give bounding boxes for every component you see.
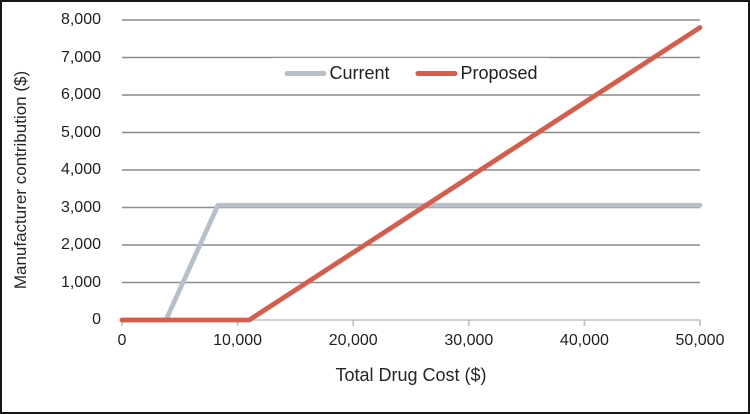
y-tick-label: 5,000 [60,123,101,141]
y-tick-label: 3,000 [60,198,101,216]
x-tick-label: 20,000 [328,332,378,349]
y-tick-label: 1,000 [60,273,101,291]
legend: Current Proposed [272,58,550,89]
y-tick-label: 8,000 [60,11,101,28]
x-tick-label: 40,000 [559,332,609,349]
legend-swatch-current-line-icon [284,71,327,76]
y-tick-label: 7,000 [60,48,101,66]
series-line-proposed[interactable] [119,25,703,323]
legend-label-proposed: Proposed [460,63,538,83]
y-tick-label: 6,000 [60,86,101,103]
legend-swatch-proposed-line-icon [415,71,458,76]
y-tick-label: 0 [92,311,101,328]
y-axis-title: Manufacturer contribution ($) [11,70,30,290]
x-tick-label: 0 [117,332,127,349]
x-tick-label: 50,000 [675,332,725,349]
y-tick-label: 4,000 [60,161,101,178]
x-axis-title: Total Drug Cost ($) [335,365,487,385]
x-tick-label: 10,000 [213,332,263,349]
y-tick-label: 2,000 [60,236,101,253]
series-line-current[interactable] [119,202,703,323]
x-tick-label: 30,000 [444,332,494,349]
legend-item-proposed[interactable]: Proposed [415,63,538,84]
legend-label-current: Current [329,63,390,83]
legend-item-current[interactable]: Current [284,63,389,84]
